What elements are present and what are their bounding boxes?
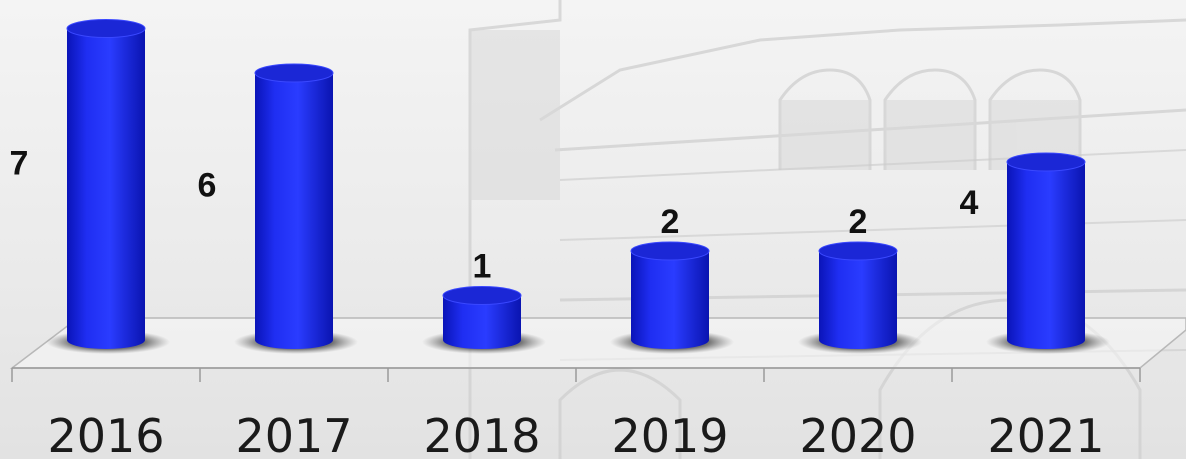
bar-2019 [630,241,710,349]
data-label-2018: 1 [473,248,492,286]
data-label-2016: 7 [10,144,29,182]
bar-2017 [254,63,334,349]
x-label-2021: 2021 [987,409,1104,459]
x-label-2020: 2020 [799,409,916,459]
bar-cap-2016 [66,19,146,38]
bar-cap-2021 [1006,152,1086,172]
bar-2016 [66,19,146,349]
x-label-2019: 2019 [611,409,728,459]
data-label-2019: 2 [661,203,680,241]
bar-2018 [442,286,522,349]
x-axis-ticks [11,368,1141,382]
bar-body-2020 [819,251,897,349]
x-label-2018: 2018 [423,409,540,459]
bar-cap-2018 [442,286,522,305]
bar-cap-2019 [630,241,710,261]
bar-body-2019 [631,251,709,349]
bar-cap-2017 [254,63,334,83]
bars [66,19,1086,349]
data-labels: 7 6 1 2 2 4 [10,144,979,285]
bar-2021 [1006,152,1086,349]
bar-body-2018 [443,295,521,349]
bar-2020 [818,241,898,349]
data-label-2021: 4 [960,184,979,222]
x-label-2016: 2016 [47,409,164,459]
data-label-2017: 6 [198,167,217,205]
data-label-2020: 2 [849,203,868,241]
bar-cap-2020 [818,241,898,261]
bar-body-2017 [255,73,333,349]
bar-body-2016 [67,28,145,349]
bar-body-2021 [1007,162,1085,349]
x-axis-labels: 2016 2017 2018 2019 2020 2021 [47,409,1104,459]
x-label-2017: 2017 [235,409,352,459]
